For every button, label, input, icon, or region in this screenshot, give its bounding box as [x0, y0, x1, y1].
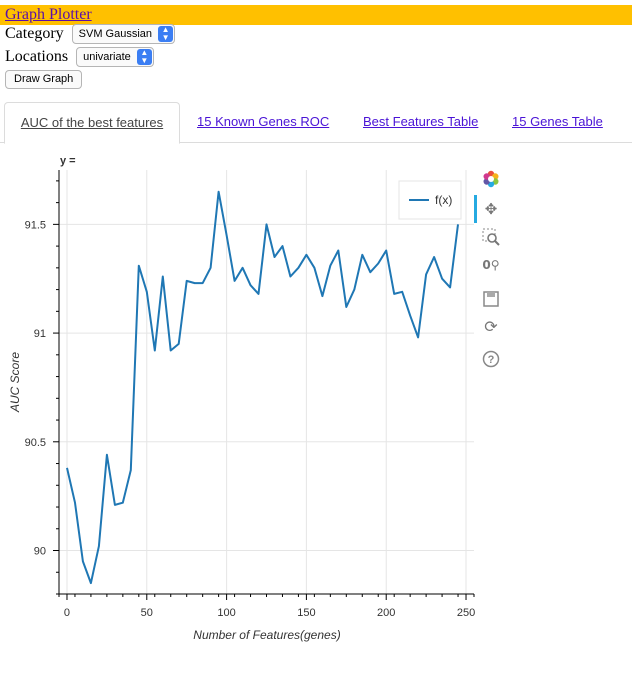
- save-icon[interactable]: [480, 288, 502, 310]
- tab-auc-best-features[interactable]: AUC of the best features: [4, 102, 180, 144]
- x-tick-label: 250: [457, 607, 475, 619]
- grid-lines: [59, 170, 474, 594]
- locations-select[interactable]: univariate ▲▼: [76, 47, 154, 67]
- tab-best-features-table[interactable]: Best Features Table: [363, 102, 478, 142]
- app-title-link[interactable]: Graph Plotter: [5, 5, 92, 25]
- y-axis-label: AUC Score: [8, 352, 22, 413]
- series-layer: [67, 192, 458, 583]
- help-icon[interactable]: ?: [480, 348, 502, 370]
- auc-line-chart: y = AUC Score Number of Features(genes) …: [0, 150, 632, 669]
- y-tick-label: 90.5: [25, 437, 46, 449]
- y-tick-label: 91.5: [25, 219, 46, 231]
- select-arrows-icon: ▲▼: [158, 26, 173, 42]
- legend-label: f(x): [435, 193, 452, 207]
- locations-select-value: univariate: [83, 51, 131, 63]
- reset-icon[interactable]: ⟳: [480, 316, 502, 338]
- x-tick-label: 100: [217, 607, 235, 619]
- category-label: Category: [5, 25, 64, 43]
- chart-title: y =: [60, 155, 76, 167]
- category-row: Category SVM Gaussian ▲▼: [5, 24, 175, 44]
- locations-row: Locations univariate ▲▼: [5, 47, 154, 67]
- x-axis-label: Number of Features(genes): [193, 628, 340, 642]
- x-tick-label: 0: [64, 607, 70, 619]
- y-tick-label: 91: [34, 328, 46, 340]
- x-tick-label: 50: [141, 607, 153, 619]
- svg-text:?: ?: [488, 354, 495, 366]
- axes: 0 50 100 150 200 250 90 90.5 91 91.5: [25, 170, 476, 619]
- plot-toolbar: ✥ 0⚲ ⟳ ?: [476, 168, 506, 378]
- legend[interactable]: f(x): [399, 181, 461, 219]
- pan-icon[interactable]: ✥: [480, 198, 502, 220]
- wheel-zoom-icon[interactable]: 0⚲: [480, 254, 502, 276]
- draw-graph-button[interactable]: Draw Graph: [5, 70, 82, 89]
- series-line: [67, 192, 458, 583]
- category-select[interactable]: SVM Gaussian ▲▼: [72, 24, 175, 44]
- box-zoom-icon[interactable]: [480, 226, 502, 248]
- locations-label: Locations: [5, 48, 68, 66]
- tab-bar: AUC of the best features 15 Known Genes …: [0, 102, 632, 143]
- plot-area[interactable]: y = AUC Score Number of Features(genes) …: [0, 150, 632, 669]
- tab-known-genes-roc[interactable]: 15 Known Genes ROC: [197, 102, 329, 142]
- bokeh-logo-icon[interactable]: [480, 168, 502, 190]
- app-header: Graph Plotter: [0, 5, 632, 25]
- select-arrows-icon: ▲▼: [137, 49, 152, 65]
- category-select-value: SVM Gaussian: [79, 28, 152, 40]
- x-tick-label: 150: [297, 607, 315, 619]
- x-tick-label: 200: [377, 607, 395, 619]
- tab-genes-table[interactable]: 15 Genes Table: [512, 102, 603, 142]
- y-tick-label: 90: [34, 546, 46, 558]
